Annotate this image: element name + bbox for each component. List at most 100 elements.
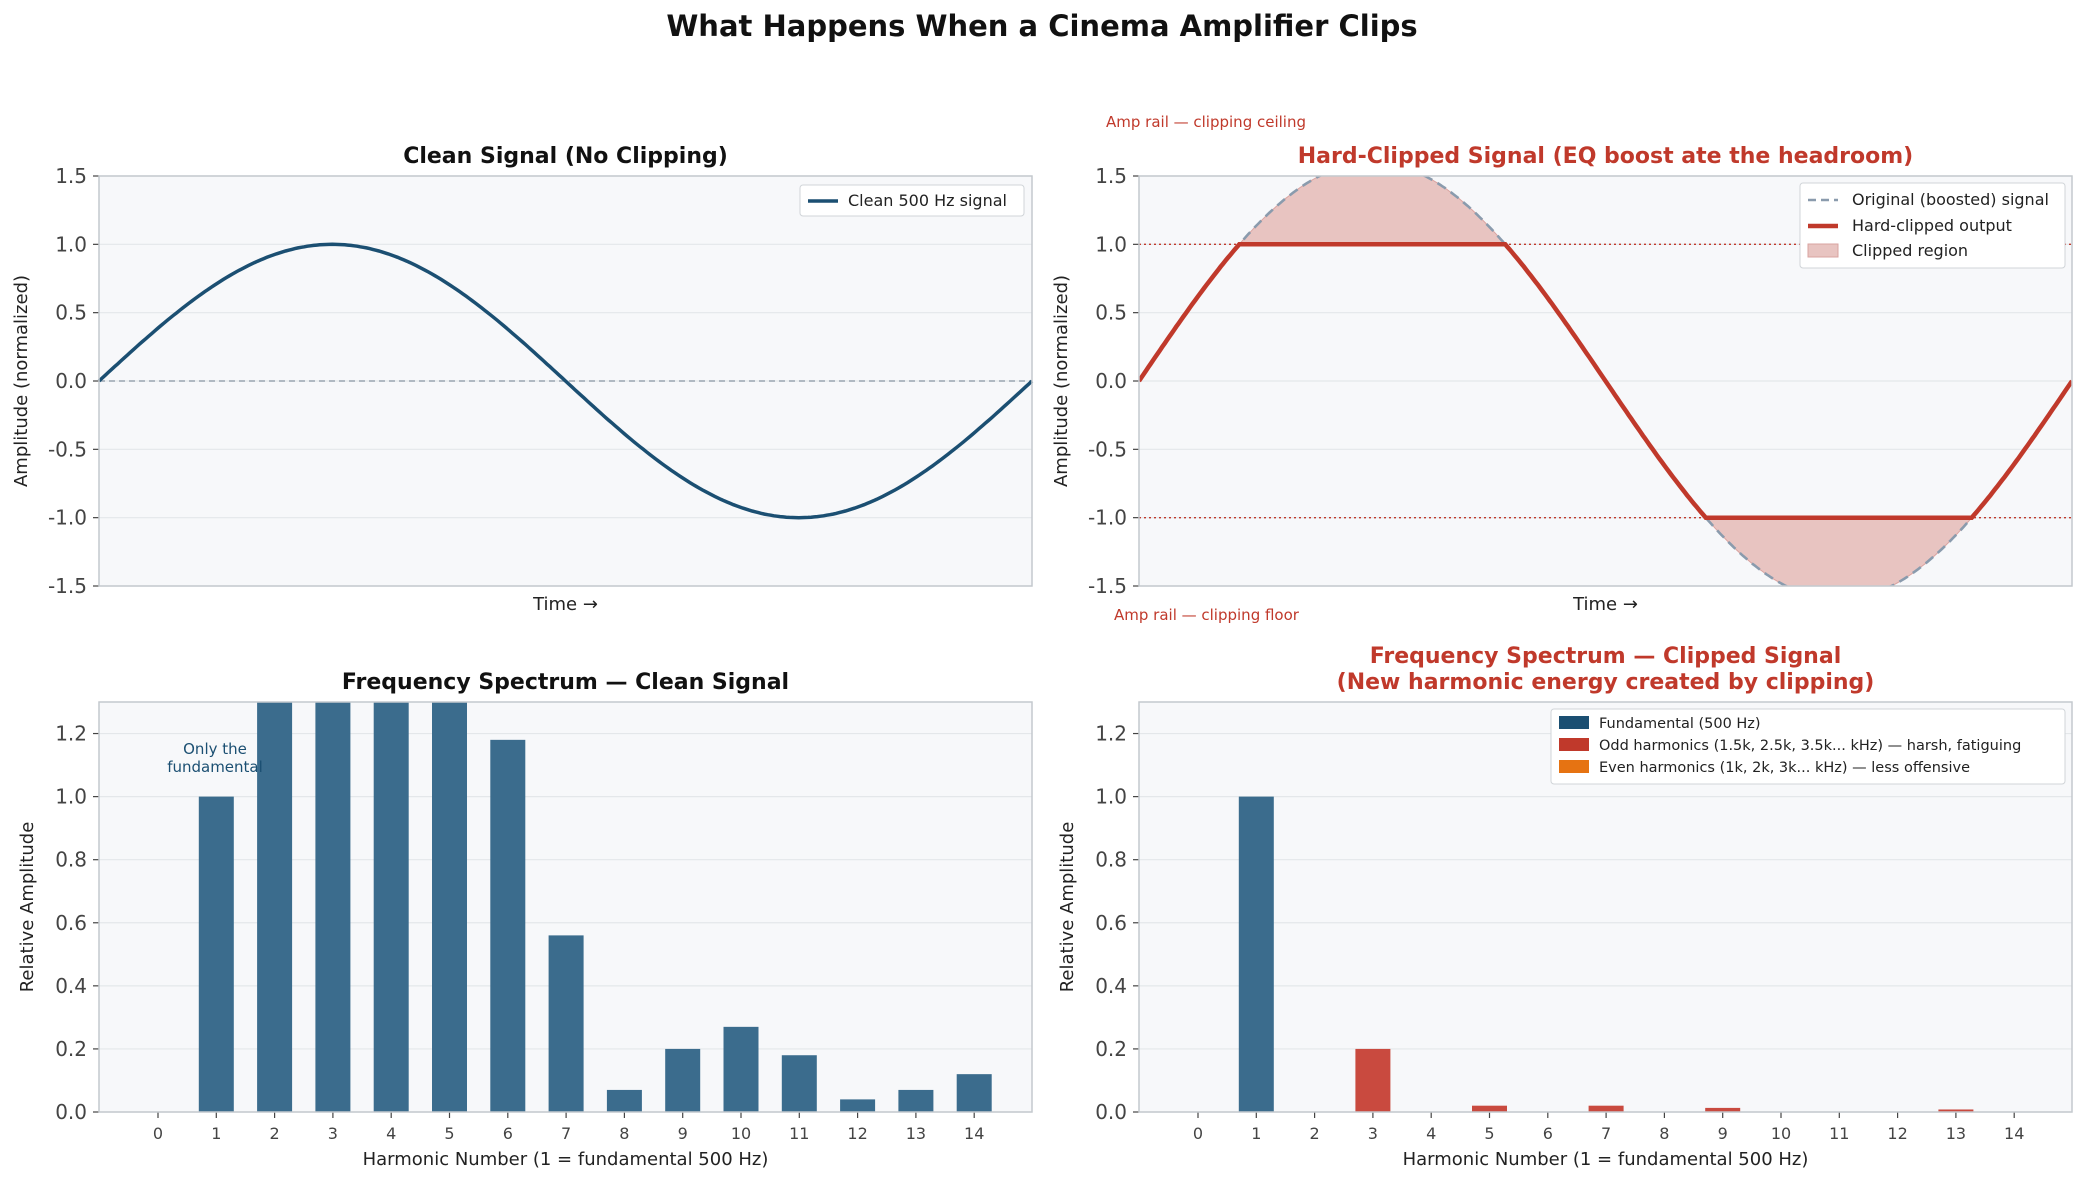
- x-tick-label: 12: [847, 1124, 867, 1143]
- x-tick-label: 3: [328, 1124, 338, 1143]
- y-tick-label: 1.0: [1095, 232, 1127, 256]
- chart-spectrum-clipped: 0.00.20.40.60.81.01.20 1 2 3 4 5 6 7 8 9 10 11 12 13 1…: [1057, 644, 2073, 1170]
- legend-label: Fundamental (500 Hz): [1599, 716, 1761, 732]
- y-tick-label: 1.0: [55, 785, 87, 809]
- y-tick-label: -1.0: [48, 506, 87, 530]
- axes-frame: [1138, 175, 2073, 587]
- x-tick-label: 11: [1829, 1124, 1849, 1143]
- y-tick-label: 1.2: [55, 722, 87, 746]
- bar-harmonic-3: [1355, 1048, 1391, 1112]
- bars: [1238, 796, 1974, 1112]
- x-tick-label: 2: [1310, 1124, 1320, 1143]
- x-tick-label: 7: [561, 1124, 571, 1143]
- x-tick-label: 13: [906, 1124, 926, 1143]
- x-tick-label: 3: [1368, 1124, 1378, 1143]
- x-tick-label: 10: [1771, 1124, 1791, 1143]
- bar-harmonic-7: [1588, 1105, 1624, 1112]
- bar-harmonic-13: [898, 1089, 934, 1112]
- chart-title: (New harmonic energy created by clipping…: [1337, 670, 1875, 695]
- y-tick-label: 0.6: [1095, 911, 1127, 935]
- y-axis-label: Relative Amplitude: [17, 822, 38, 993]
- bar-harmonic-7: [548, 935, 584, 1112]
- x-tick-label: 14: [2004, 1124, 2024, 1143]
- chart-clipped-signal: -1.5 -1.0 -0.5 0.0 0.5 1.0 1.5 Hard-Clipped Sig…: [1051, 113, 2073, 624]
- hard-clipped-output-line: [1139, 242, 2072, 520]
- x-axis-label: Time →: [1572, 594, 1638, 615]
- bar-harmonic-8: [606, 1089, 642, 1112]
- x-tick-label: 11: [789, 1124, 809, 1143]
- bar-harmonic-10: [723, 1026, 759, 1112]
- axes-frame: [1138, 701, 2073, 1113]
- legend-swatch-region: [1807, 243, 1839, 258]
- bar-harmonic-4: [373, 702, 409, 1112]
- y-tick-label: 0.2: [55, 1037, 87, 1061]
- y-axis-label: Amplitude (normalized): [1051, 275, 1072, 487]
- x-tick-label: 6: [503, 1124, 513, 1143]
- y-tick-label: 0.6: [55, 911, 87, 935]
- y-tick-label: 0.0: [55, 1100, 87, 1124]
- bar-harmonic-3: [315, 702, 351, 1112]
- bar-harmonic-13: [1938, 1109, 1974, 1112]
- clipped-plot-content: [1139, 176, 2072, 586]
- axes-frame: [98, 701, 1033, 1113]
- y-axis-label: Amplitude (normalized): [11, 275, 32, 487]
- y-tick-label: 1.0: [1095, 785, 1127, 809]
- y-tick-label: -1.0: [1088, 506, 1127, 530]
- annotation-clipping-ceiling: Amp rail — clipping ceiling: [1106, 113, 1306, 131]
- bars: [198, 702, 992, 1112]
- y-axis-label: Relative Amplitude: [1057, 822, 1078, 993]
- chart-clean-signal: -1.5 -1.0 -0.5 0.0 0.5 1.0 1.5 Clean Signal (No…: [11, 144, 1034, 615]
- y-tick-label: 0.5: [1095, 301, 1127, 325]
- x-tick-label: 12: [1887, 1124, 1907, 1143]
- y-tick-label: 1.5: [55, 164, 87, 188]
- x-tick-label: 9: [1718, 1124, 1728, 1143]
- y-tick-label: 1.2: [1095, 722, 1127, 746]
- chart-title: Hard-Clipped Signal (EQ boost ate the he…: [1298, 144, 1914, 169]
- legend-swatch: [1559, 738, 1589, 751]
- y-tick-label: 0.4: [55, 974, 87, 998]
- y-tick-label: -0.5: [1088, 437, 1127, 461]
- x-tick-label: 10: [731, 1124, 751, 1143]
- y-tick-label: 0.8: [55, 848, 87, 872]
- bar-harmonic-5: [432, 702, 467, 1112]
- annotation-clipping-floor: Amp rail — clipping floor: [1114, 606, 1300, 624]
- legend-box: [1550, 708, 2066, 785]
- x-axis-label: Harmonic Number (1 = fundamental 500 Hz): [363, 1149, 769, 1170]
- legend-label: Hard-clipped output: [1852, 216, 2012, 235]
- legend-swatch: [1559, 760, 1589, 773]
- bar-harmonic-5: [1472, 1105, 1507, 1112]
- chart-title: Clean Signal (No Clipping): [403, 144, 728, 169]
- bar-harmonic-2: [257, 702, 293, 1112]
- x-axis-label: Time →: [532, 594, 598, 615]
- y-tick-label: 0.4: [1095, 974, 1127, 998]
- x-tick-label: 0: [153, 1124, 163, 1143]
- x-tick-label: 6: [1543, 1124, 1553, 1143]
- x-tick-label: 1: [1251, 1124, 1261, 1143]
- bar-harmonic-9: [1705, 1107, 1741, 1112]
- chart-title: Frequency Spectrum — Clean Signal: [342, 670, 789, 695]
- legend-box: [1799, 182, 2066, 269]
- legend-label: Original (boosted) signal: [1852, 190, 2049, 209]
- x-tick-label: 4: [386, 1124, 396, 1143]
- y-tick-label: -1.5: [1088, 574, 1127, 598]
- legend-label: Odd harmonics (1.5k, 2.5k, 3.5k... kHz) …: [1599, 738, 2021, 754]
- y-tick-label: 0.0: [1095, 1100, 1127, 1124]
- y-tick-label: 0.0: [1095, 369, 1127, 393]
- axes-frame: [98, 175, 1033, 587]
- x-tick-label: 4: [1426, 1124, 1436, 1143]
- annotation-only-fundamental: fundamental: [167, 758, 263, 776]
- x-tick-label: 2: [270, 1124, 280, 1143]
- bar-harmonic-11: [781, 1055, 817, 1112]
- y-tick-label: -0.5: [48, 437, 87, 461]
- bar-harmonic-12: [840, 1099, 876, 1112]
- y-tick-label: 0.2: [1095, 1037, 1127, 1061]
- x-tick-label: 0: [1193, 1124, 1203, 1143]
- y-tick-label: 0.5: [55, 301, 87, 325]
- bar-harmonic-9: [665, 1048, 701, 1112]
- bar-harmonic-1: [1238, 796, 1274, 1112]
- y-tick-label: 1.0: [55, 232, 87, 256]
- y-tick-label: 0.0: [55, 369, 87, 393]
- chart-title: Frequency Spectrum — Clipped Signal: [1370, 644, 1842, 669]
- legend-label: Even harmonics (1k, 2k, 3k... kHz) — les…: [1599, 760, 1970, 776]
